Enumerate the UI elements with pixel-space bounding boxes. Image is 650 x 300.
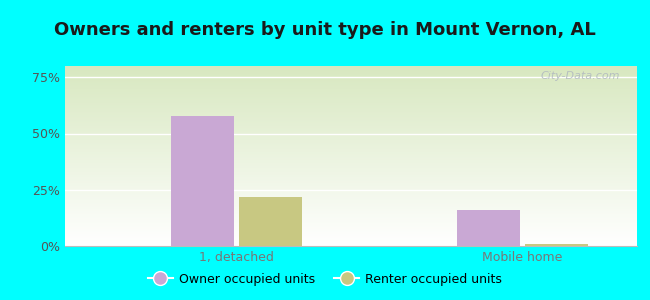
Bar [172,116,234,246]
Legend: Owner occupied units, Renter occupied units: Owner occupied units, Renter occupied un… [143,268,507,291]
Bar [525,244,588,246]
Bar [239,196,302,246]
Bar [458,210,520,246]
Text: City-Data.com: City-Data.com [540,71,620,81]
Text: Owners and renters by unit type in Mount Vernon, AL: Owners and renters by unit type in Mount… [54,21,596,39]
